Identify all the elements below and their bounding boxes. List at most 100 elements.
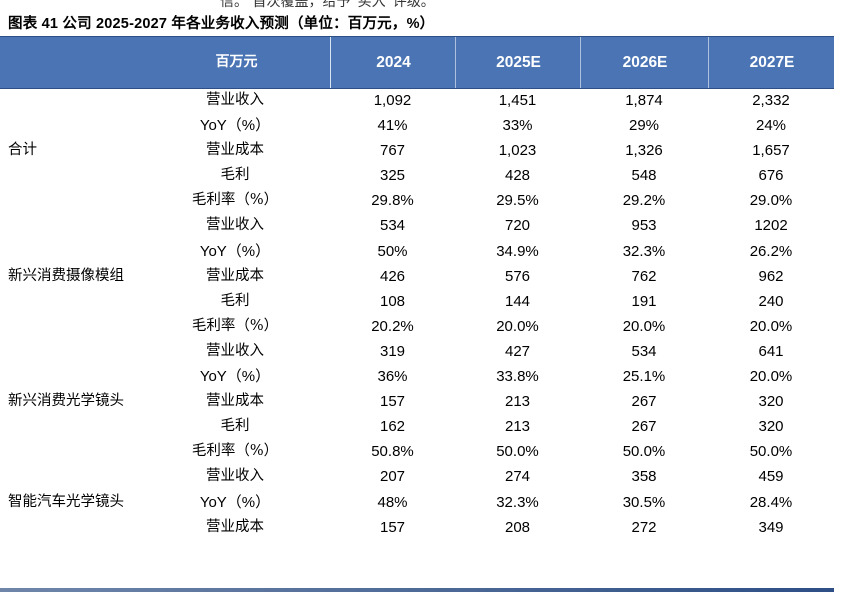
table-cell: 1,451 (498, 92, 537, 109)
footer-bar (0, 588, 834, 592)
header-unit: 百万元 (0, 37, 331, 88)
table-body: 营业收入 1,092 1,451 1,874 2,332 YoY（%） 41% 33% 29% 2… (0, 88, 834, 540)
table-cell: 208 (504, 518, 531, 536)
previous-text-fragment: 信。 首次覆盖，给予“买入”评级。 (220, 0, 435, 10)
table-cell: 28.4% (749, 493, 793, 511)
row-metric-label: 毛利 (220, 292, 250, 309)
table-row: 毛利 108 144 191 240 (0, 289, 834, 314)
table-cell: 767 (379, 142, 406, 160)
table-cell: 32.3% (622, 242, 666, 260)
table-cell: 20.2% (371, 317, 414, 335)
table-cell: 548 (631, 167, 657, 185)
table-cell: 30.5% (622, 493, 666, 511)
row-metric-label: 营业收入 (206, 92, 264, 108)
header-year-2024: 2024 (330, 37, 456, 88)
row-metric-label: YoY（%） (199, 493, 271, 511)
table-cell: 319 (379, 342, 406, 360)
table-header: 百万元 2024 2025E 2026E 2027E (0, 36, 834, 89)
table-cell: 2,332 (752, 92, 790, 109)
table-cell: 20.0% (749, 368, 793, 386)
table-cell: 428 (504, 167, 531, 185)
group-label: 新兴消费摄像模组 (8, 267, 124, 284)
table-cell: 157 (379, 393, 406, 411)
table-cell: 20.0% (496, 317, 539, 335)
table-cell: 962 (758, 267, 784, 285)
table-cell: 29.0% (749, 192, 793, 210)
row-metric-label: 营业成本 (206, 267, 264, 284)
table-cell: 191 (631, 292, 657, 310)
table-cell: 29.8% (371, 192, 414, 210)
table-cell: 29.2% (622, 192, 666, 210)
table-cell: 534 (631, 342, 657, 360)
header-year-2027e: 2027E (708, 37, 835, 88)
table-cell: 36% (377, 368, 408, 386)
row-metric-label: 毛利 (220, 418, 250, 435)
row-metric-label: 毛利 (220, 167, 250, 184)
table-cell: 576 (504, 267, 531, 285)
group-label: 合计 (8, 142, 37, 159)
table-cell: 267 (631, 418, 657, 436)
table-row: 毛利 325 428 548 676 (0, 163, 834, 188)
row-metric-label: 营业成本 (206, 518, 264, 535)
row-metric-label: 毛利率（%） (191, 443, 279, 460)
table-cell: 26.2% (749, 242, 793, 260)
header-year-2025e: 2025E (455, 37, 581, 88)
table-cell: 207 (379, 468, 406, 486)
table-cell: 1,657 (752, 142, 790, 160)
table-row: YoY（%） 50% 34.9% 32.3% 26.2% (0, 239, 834, 264)
table-cell: 320 (758, 418, 784, 436)
table-cell: 641 (758, 342, 784, 360)
row-metric-label: YoY（%） (199, 242, 271, 260)
table-cell: 534 (379, 217, 406, 235)
table-row: 毛利率（%） 50.8% 50.0% 50.0% 50.0% (0, 439, 834, 464)
table-cell: 50.0% (622, 443, 666, 461)
row-metric-label: YoY（%） (199, 368, 271, 386)
table-cell: 157 (379, 518, 406, 536)
table-cell: 25.1% (622, 368, 666, 386)
table-cell: 50% (377, 242, 408, 260)
table-cell: 33% (502, 117, 533, 135)
table-cell: 29% (628, 117, 660, 135)
group-label: 智能汽车光学镜头 (8, 493, 124, 510)
table-cell: 213 (504, 393, 531, 411)
table-cell: 32.3% (496, 493, 539, 511)
table-cell: 213 (504, 418, 531, 436)
table-cell: 1,092 (373, 92, 412, 109)
table-row: 营业收入 207 274 358 459 (0, 464, 834, 489)
table-row: 毛利 162 213 267 320 (0, 414, 834, 439)
row-metric-label: 营业收入 (206, 217, 264, 234)
table-cell: 108 (379, 292, 406, 310)
table-cell: 320 (758, 393, 784, 411)
table-cell: 240 (758, 292, 784, 310)
row-metric-label: 营业成本 (206, 393, 264, 410)
table-cell: 41% (377, 117, 408, 135)
table-cell: 144 (504, 292, 531, 310)
table-cell: 1,023 (498, 142, 537, 160)
table-row: 营业收入 1,092 1,451 1,874 2,332 (0, 88, 834, 113)
table-cell: 349 (758, 518, 784, 536)
row-metric-label: 营业成本 (206, 142, 264, 159)
table-row: 营业收入 319 427 534 641 (0, 339, 834, 364)
table-cell: 162 (379, 418, 406, 436)
table-row: 毛利率（%） 20.2% 20.0% 20.0% 20.0% (0, 314, 834, 339)
group-label: 新兴消费光学镜头 (8, 393, 124, 410)
table-row: YoY（%） 36% 33.8% 25.1% 20.0% (0, 364, 834, 389)
row-metric-label: 营业收入 (206, 342, 264, 359)
table-cell: 267 (631, 393, 657, 411)
table-row: YoY（%） 41% 33% 29% 24% (0, 113, 834, 138)
table-cell: 272 (631, 518, 657, 536)
table-cell: 24% (755, 117, 787, 135)
row-metric-label: 毛利率（%） (191, 317, 279, 334)
table-cell: 426 (379, 267, 406, 285)
table-cell: 1,326 (625, 142, 663, 160)
table-row: 毛利率（%） 29.8% 29.5% 29.2% 29.0% (0, 188, 834, 213)
header-year-2026e: 2026E (580, 37, 709, 88)
table-cell: 33.8% (496, 368, 539, 386)
table-cell: 34.9% (496, 242, 539, 260)
table-cell: 325 (379, 167, 406, 185)
table-cell: 358 (631, 468, 657, 486)
table-caption: 图表 41 公司 2025-2027 年各业务收入预测（单位：百万元，%） (8, 16, 435, 32)
table-cell: 427 (504, 342, 531, 360)
table-row: 营业成本 767 1,023 1,326 1,657 (0, 138, 834, 163)
table-cell: 50.0% (749, 443, 793, 461)
